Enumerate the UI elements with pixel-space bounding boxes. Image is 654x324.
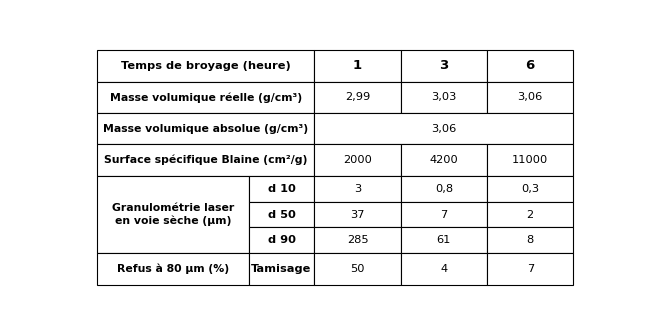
Bar xyxy=(401,202,487,227)
Text: 3,06: 3,06 xyxy=(517,92,543,102)
Text: 0,8: 0,8 xyxy=(435,184,453,194)
Text: 8: 8 xyxy=(526,235,534,245)
Text: Surface spécifique Blaine (cm²/g): Surface spécifique Blaine (cm²/g) xyxy=(104,155,307,165)
Bar xyxy=(315,227,401,253)
Bar xyxy=(97,253,249,284)
Bar xyxy=(249,202,315,227)
Text: 2,99: 2,99 xyxy=(345,92,370,102)
Text: Refus à 80 µm (%): Refus à 80 µm (%) xyxy=(116,264,229,274)
Bar xyxy=(315,82,401,113)
Text: Tamisage: Tamisage xyxy=(251,264,312,274)
Bar xyxy=(487,176,574,202)
Bar xyxy=(97,176,249,253)
Text: 2: 2 xyxy=(526,210,534,220)
Bar xyxy=(401,145,487,176)
Bar xyxy=(97,82,315,113)
Bar xyxy=(487,253,574,284)
Bar xyxy=(401,50,487,82)
Text: 3: 3 xyxy=(354,184,361,194)
Bar xyxy=(487,82,574,113)
Text: 50: 50 xyxy=(351,264,365,274)
Bar xyxy=(315,113,574,145)
Bar xyxy=(249,176,315,202)
Bar xyxy=(487,202,574,227)
Bar xyxy=(97,145,315,176)
Bar xyxy=(401,82,487,113)
Bar xyxy=(315,253,401,284)
Bar xyxy=(487,145,574,176)
Text: 37: 37 xyxy=(351,210,365,220)
Bar xyxy=(315,202,401,227)
Text: 3: 3 xyxy=(439,59,449,72)
Bar xyxy=(401,227,487,253)
Bar xyxy=(97,50,315,82)
Bar xyxy=(97,113,315,145)
Text: d 50: d 50 xyxy=(267,210,296,220)
Bar xyxy=(249,227,315,253)
Bar xyxy=(487,50,574,82)
Text: 11000: 11000 xyxy=(512,155,548,165)
Bar xyxy=(249,253,315,284)
Bar xyxy=(315,145,401,176)
Bar xyxy=(487,227,574,253)
Text: Granulométrie laser
en voie sèche (µm): Granulométrie laser en voie sèche (µm) xyxy=(112,203,234,226)
Bar xyxy=(315,50,401,82)
Text: 7: 7 xyxy=(440,210,447,220)
Text: 7: 7 xyxy=(526,264,534,274)
Text: 285: 285 xyxy=(347,235,368,245)
Text: 0,3: 0,3 xyxy=(521,184,540,194)
Text: 1: 1 xyxy=(353,59,362,72)
Text: 3,03: 3,03 xyxy=(431,92,456,102)
Bar xyxy=(401,176,487,202)
Bar xyxy=(315,176,401,202)
Text: 6: 6 xyxy=(526,59,535,72)
Text: 4200: 4200 xyxy=(430,155,458,165)
Text: 2000: 2000 xyxy=(343,155,372,165)
Text: 4: 4 xyxy=(440,264,447,274)
Text: Masse volumique absolue (g/cm³): Masse volumique absolue (g/cm³) xyxy=(103,124,308,134)
Text: Masse volumique réelle (g/cm³): Masse volumique réelle (g/cm³) xyxy=(110,92,301,102)
Bar xyxy=(401,253,487,284)
Text: d 90: d 90 xyxy=(267,235,296,245)
Text: 3,06: 3,06 xyxy=(431,124,456,134)
Text: 61: 61 xyxy=(437,235,451,245)
Text: d 10: d 10 xyxy=(267,184,296,194)
Text: Temps de broyage (heure): Temps de broyage (heure) xyxy=(121,61,290,71)
